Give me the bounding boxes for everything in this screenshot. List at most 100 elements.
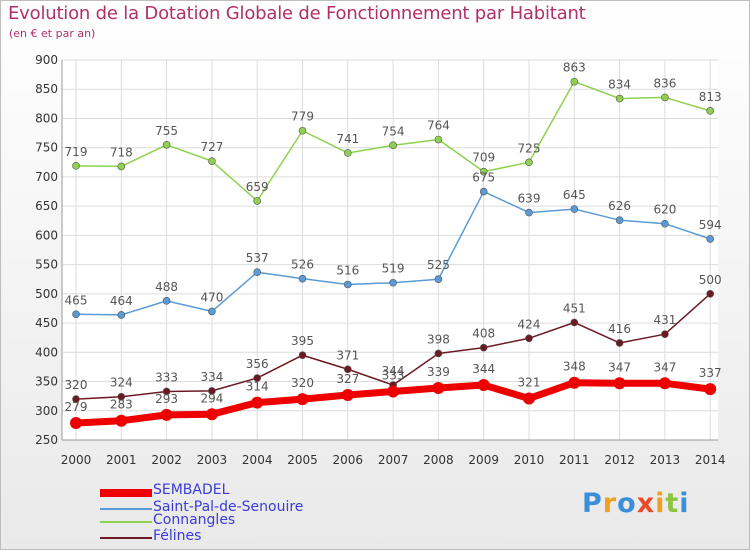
- x-tick-label: 2000: [61, 453, 92, 467]
- data-label-saint-pal-de-senouire: 620: [653, 203, 676, 217]
- data-point-f-lines: [298, 351, 307, 360]
- data-point-connangles: [434, 135, 443, 144]
- data-label-connangles: 834: [608, 78, 631, 92]
- data-label-f-lines: 344: [382, 364, 405, 378]
- data-point-sembadel: [523, 392, 535, 405]
- data-point-connangles: [162, 140, 171, 149]
- data-label-f-lines: 416: [608, 322, 631, 336]
- data-label-sembadel: 279: [65, 400, 88, 414]
- data-point-connangles: [479, 167, 488, 176]
- y-tick-label: 300: [35, 404, 58, 418]
- data-label-sembadel: 347: [608, 360, 631, 374]
- data-point-connangles: [661, 93, 669, 102]
- data-point-sembadel: [205, 408, 218, 421]
- x-tick-label: 2008: [423, 453, 454, 467]
- data-label-connangles: 725: [518, 141, 541, 155]
- legend-swatch-connangles: [100, 521, 152, 523]
- data-label-sembadel: 339: [427, 365, 450, 379]
- data-label-saint-pal-de-senouire: 594: [699, 218, 722, 232]
- data-point-saint-pal-de-senouire: [706, 235, 715, 243]
- data-label-f-lines: 431: [653, 313, 676, 327]
- data-point-connangles: [208, 157, 216, 165]
- data-point-sembadel: [70, 417, 82, 430]
- data-label-f-lines: 451: [563, 301, 586, 315]
- data-label-sembadel: 314: [246, 380, 269, 394]
- data-point-sembadel: [387, 385, 400, 398]
- data-point-f-lines: [525, 334, 533, 343]
- data-label-f-lines: 395: [291, 334, 314, 348]
- data-label-connangles: 836: [653, 76, 676, 90]
- data-point-f-lines: [661, 330, 669, 338]
- data-label-f-lines: 500: [699, 273, 722, 287]
- data-point-sembadel: [658, 377, 671, 390]
- data-label-connangles: 779: [291, 110, 314, 124]
- plot-area: [62, 60, 718, 440]
- y-tick-label: 800: [35, 111, 58, 125]
- data-point-saint-pal-de-senouire: [343, 280, 352, 289]
- data-point-saint-pal-de-senouire: [253, 268, 262, 277]
- data-label-saint-pal-de-senouire: 465: [65, 293, 88, 307]
- data-point-sembadel: [341, 388, 354, 401]
- y-tick-label: 700: [35, 170, 58, 184]
- data-point-saint-pal-de-senouire: [615, 216, 624, 224]
- x-tick-label: 2006: [333, 453, 364, 467]
- data-point-f-lines: [434, 349, 443, 358]
- y-tick-label: 450: [35, 316, 58, 330]
- legend-label-sembadel: SEMBADEL: [153, 482, 230, 498]
- data-point-saint-pal-de-senouire: [298, 274, 307, 283]
- data-point-sembadel: [251, 396, 264, 409]
- data-label-saint-pal-de-senouire: 516: [336, 263, 359, 277]
- x-tick-label: 2007: [378, 453, 409, 467]
- data-label-saint-pal-de-senouire: 470: [200, 290, 223, 304]
- data-label-f-lines: 398: [427, 332, 450, 346]
- x-tick-label: 2003: [197, 453, 228, 467]
- data-point-connangles: [570, 77, 579, 86]
- data-label-sembadel: 294: [200, 391, 223, 405]
- data-point-connangles: [117, 162, 126, 171]
- data-point-f-lines: [253, 374, 262, 382]
- x-tick-label: 2010: [514, 453, 545, 467]
- data-point-f-lines: [570, 318, 579, 327]
- chart-subtitle: (en € et par an): [9, 27, 96, 40]
- legend-label-saint-pal: Saint-Pal-de-Senouire: [153, 499, 304, 515]
- data-point-sembadel: [568, 376, 581, 389]
- data-label-saint-pal-de-senouire: 488: [155, 280, 178, 294]
- data-point-f-lines: [479, 343, 488, 352]
- data-label-connangles: 741: [336, 132, 359, 146]
- y-tick-label: 650: [35, 199, 58, 213]
- data-label-sembadel: 293: [155, 392, 178, 406]
- data-label-connangles: 754: [382, 124, 405, 138]
- data-label-connangles: 863: [563, 61, 586, 75]
- data-label-f-lines: 334: [200, 370, 223, 384]
- x-tick-label: 2001: [106, 453, 137, 467]
- y-tick-label: 500: [35, 287, 58, 301]
- data-label-sembadel: 320: [291, 376, 314, 390]
- data-label-f-lines: 324: [110, 376, 133, 390]
- data-label-saint-pal-de-senouire: 526: [291, 258, 314, 272]
- data-label-connangles: 813: [699, 90, 722, 104]
- x-tick-label: 2011: [559, 453, 590, 467]
- data-point-saint-pal-de-senouire: [479, 187, 488, 196]
- data-label-connangles: 709: [472, 151, 495, 165]
- x-tick-label: 2014: [695, 453, 726, 467]
- data-label-f-lines: 424: [518, 317, 541, 331]
- legend-swatch-felines: [100, 537, 152, 539]
- data-label-connangles: 727: [200, 140, 223, 154]
- data-point-sembadel: [296, 393, 309, 406]
- x-tick-label: 2012: [604, 453, 635, 467]
- data-label-f-lines: 408: [472, 327, 495, 341]
- data-point-connangles: [298, 126, 307, 135]
- data-label-connangles: 718: [110, 145, 133, 159]
- data-point-sembadel: [477, 379, 490, 392]
- y-tick-label: 900: [35, 53, 58, 67]
- data-point-f-lines: [343, 365, 352, 374]
- y-tick-label: 350: [35, 375, 58, 389]
- legend-label-connangles: Connangles: [153, 512, 236, 528]
- data-point-f-lines: [117, 392, 126, 401]
- data-label-saint-pal-de-senouire: 626: [608, 199, 631, 213]
- data-label-sembadel: 327: [336, 372, 359, 386]
- data-label-connangles: 659: [246, 180, 269, 194]
- y-tick-label: 850: [35, 82, 58, 96]
- data-point-saint-pal-de-senouire: [570, 205, 579, 213]
- data-point-saint-pal-de-senouire: [389, 278, 397, 287]
